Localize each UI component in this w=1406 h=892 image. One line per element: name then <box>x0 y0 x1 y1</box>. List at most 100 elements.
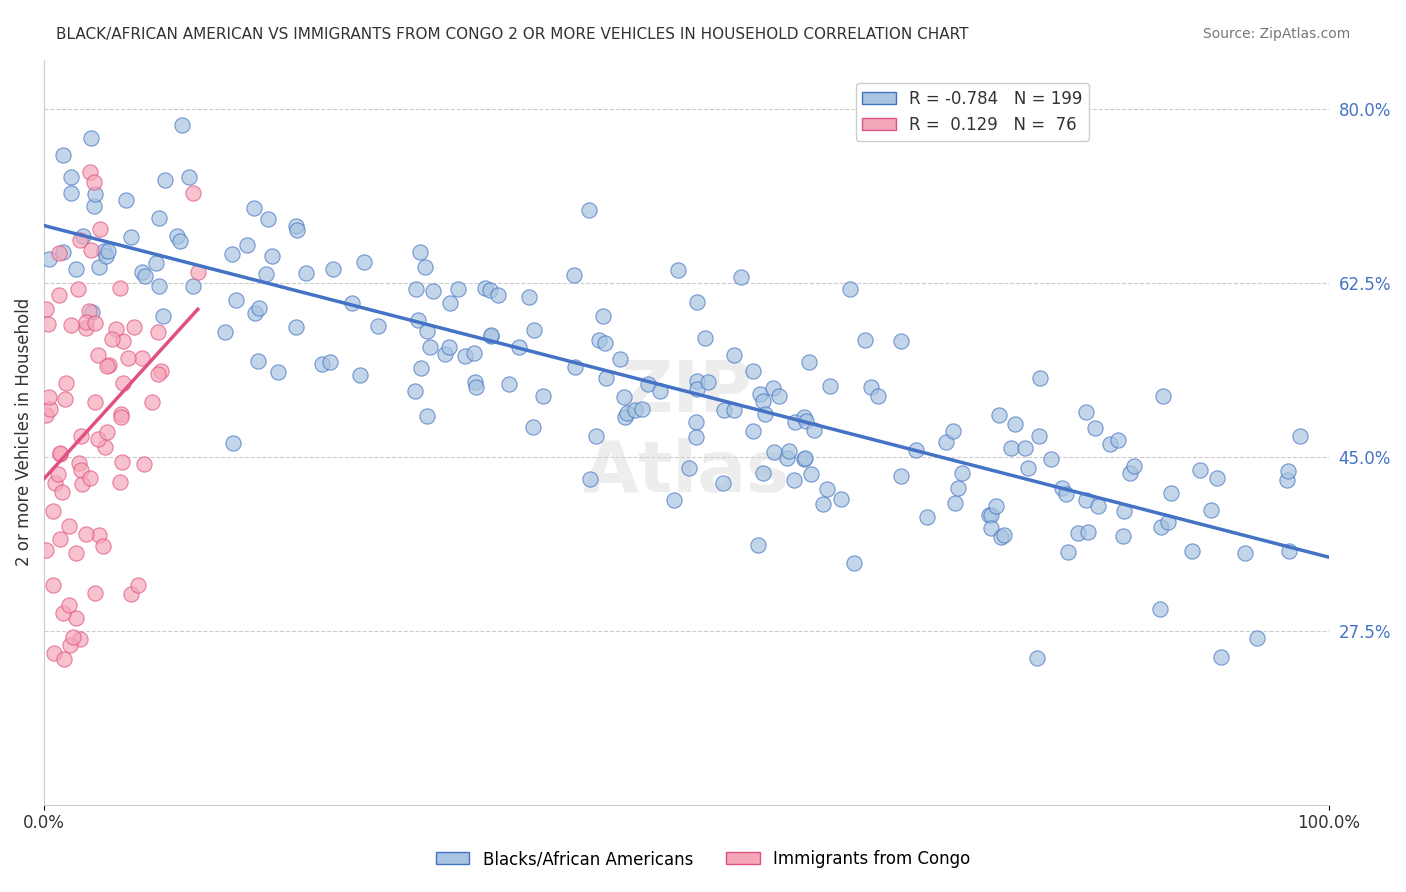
Point <box>311 357 333 371</box>
Point <box>1112 504 1135 518</box>
Point <box>55 376 77 390</box>
Point <box>260 249 283 263</box>
Point <box>987 408 1010 422</box>
Point <box>1181 544 1204 558</box>
Point <box>104 322 127 336</box>
Point <box>943 496 966 510</box>
Point <box>53 392 76 406</box>
Point <box>695 330 717 344</box>
Point <box>42 578 65 592</box>
Text: Source: ZipAtlas.com: Source: ZipAtlas.com <box>1202 27 1350 41</box>
Point <box>465 379 488 393</box>
Point <box>97 244 120 258</box>
Point <box>146 367 169 381</box>
Point <box>69 463 91 477</box>
Point <box>686 375 709 389</box>
Legend: R = -0.784   N = 199, R =  0.129   N =  76: R = -0.784 N = 199, R = 0.129 N = 76 <box>856 83 1090 141</box>
Point <box>752 467 775 481</box>
Point <box>842 557 865 571</box>
Point <box>1054 486 1077 500</box>
Point <box>59 169 82 184</box>
Point <box>38 390 60 404</box>
Point <box>79 165 101 179</box>
Point <box>1234 546 1257 560</box>
Point <box>522 420 544 434</box>
Point <box>285 222 308 236</box>
Point <box>1119 466 1142 480</box>
Point <box>295 266 318 280</box>
Point <box>94 249 117 263</box>
Point <box>80 305 103 319</box>
Point <box>447 282 470 296</box>
Point <box>83 175 105 189</box>
Point <box>986 499 1008 513</box>
Point <box>77 303 100 318</box>
Point <box>42 504 65 518</box>
Point <box>1057 545 1080 559</box>
Point <box>214 325 236 339</box>
Point <box>439 296 461 310</box>
Point <box>257 211 280 226</box>
Point <box>70 429 93 443</box>
Point <box>38 252 60 267</box>
Point <box>890 334 912 348</box>
Point <box>247 301 270 315</box>
Legend: Blacks/African Americans, Immigrants from Congo: Blacks/African Americans, Immigrants fro… <box>429 844 977 875</box>
Point <box>1160 486 1182 500</box>
Point <box>166 229 188 244</box>
Point <box>169 234 191 248</box>
Point <box>613 410 636 425</box>
Point <box>44 476 66 491</box>
Point <box>48 288 70 302</box>
Point <box>141 394 163 409</box>
Point <box>84 187 107 202</box>
Point <box>404 384 426 398</box>
Point <box>409 245 432 260</box>
Point <box>464 376 486 390</box>
Point <box>70 477 93 491</box>
Point <box>285 219 308 234</box>
Point <box>685 430 707 444</box>
Point <box>245 306 267 320</box>
Point <box>122 320 145 334</box>
Point <box>980 508 1002 522</box>
Point <box>776 450 799 465</box>
Point <box>353 254 375 268</box>
Point <box>89 528 111 542</box>
Point <box>35 408 58 422</box>
Point <box>637 376 659 391</box>
Point <box>1149 602 1171 616</box>
Point <box>76 527 98 541</box>
Point <box>112 376 135 391</box>
Point <box>1112 529 1135 543</box>
Point <box>422 284 444 298</box>
Point <box>96 425 118 440</box>
Point <box>131 351 153 365</box>
Point <box>69 632 91 647</box>
Point <box>1017 461 1039 475</box>
Point <box>778 444 800 458</box>
Point <box>1209 649 1232 664</box>
Point <box>35 301 58 316</box>
Point <box>37 318 59 332</box>
Point <box>349 368 371 383</box>
Point <box>1107 433 1129 447</box>
Point <box>749 387 772 401</box>
Point <box>52 606 75 620</box>
Point <box>713 403 735 417</box>
Point <box>1074 405 1097 419</box>
Point <box>148 278 170 293</box>
Point <box>1077 524 1099 539</box>
Point <box>754 407 776 421</box>
Point <box>588 333 610 347</box>
Point <box>723 402 745 417</box>
Point <box>678 460 700 475</box>
Point <box>319 355 342 369</box>
Point <box>1289 429 1312 443</box>
Point <box>65 546 87 560</box>
Point <box>65 261 87 276</box>
Point <box>187 265 209 279</box>
Point <box>66 282 89 296</box>
Point <box>564 359 586 374</box>
Point <box>696 375 718 389</box>
